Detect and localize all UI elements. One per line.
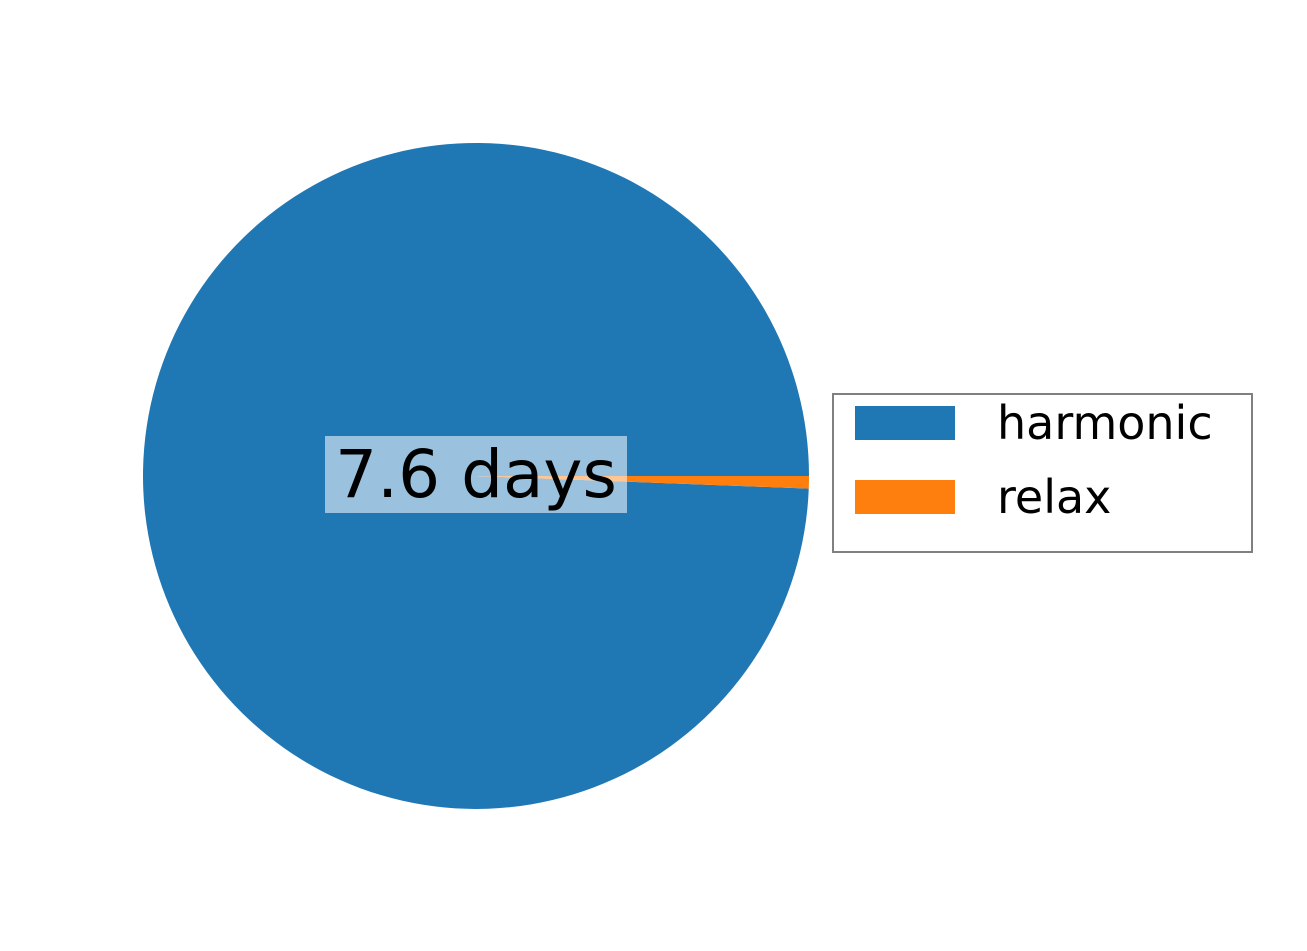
legend-color-swatch-relax bbox=[855, 480, 955, 514]
legend-item-relax[interactable]: relax bbox=[834, 470, 1251, 524]
legend-label-relax: relax bbox=[997, 470, 1112, 524]
legend-label-harmonic: harmonic bbox=[997, 396, 1213, 450]
legend-color-swatch-harmonic bbox=[855, 406, 955, 440]
pie-slice-label-harmonic: 7.6 days bbox=[325, 436, 627, 513]
chart-legend: harmonic relax bbox=[832, 393, 1253, 553]
legend-item-harmonic[interactable]: harmonic bbox=[834, 396, 1251, 450]
